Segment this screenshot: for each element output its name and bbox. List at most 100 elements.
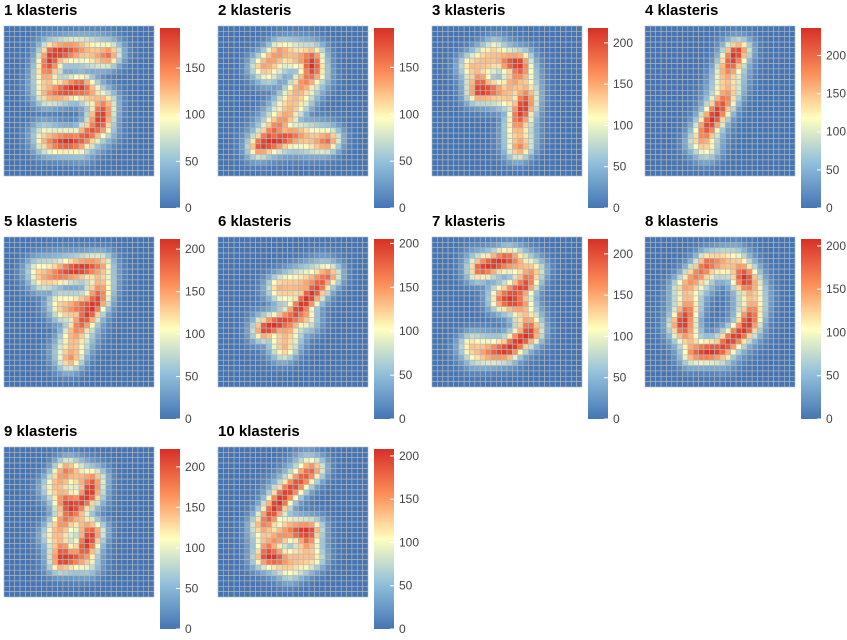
heatmap-cell — [576, 236, 583, 243]
heatmap-cell — [19, 268, 26, 275]
heatmap-cell — [271, 84, 278, 91]
heatmap-cell — [276, 349, 283, 356]
heatmap-cell — [351, 159, 358, 166]
heatmap-cell — [533, 263, 540, 270]
heatmap-cell — [105, 295, 112, 302]
heatmap-cell — [30, 322, 37, 329]
heatmap-cell — [239, 290, 246, 297]
heatmap-cell — [265, 170, 272, 177]
heatmap-cell — [517, 170, 524, 177]
heatmap-cell — [276, 306, 283, 313]
heatmap-cell — [554, 36, 561, 43]
heatmap-cell — [292, 279, 299, 286]
heatmap-cell — [565, 148, 572, 155]
heatmap-cell — [287, 84, 294, 91]
heatmap-cell — [94, 258, 101, 265]
heatmap-cell — [292, 322, 299, 329]
heatmap-cell — [767, 116, 774, 123]
heatmap-cell — [3, 25, 10, 32]
heatmap-cell — [362, 170, 369, 177]
heatmap-cell — [479, 122, 486, 129]
heatmap-cell — [116, 57, 123, 64]
heatmap-cell — [506, 63, 513, 70]
heatmap-cell — [9, 116, 16, 123]
heatmap-cell — [228, 311, 235, 318]
heatmap-cell — [330, 41, 337, 48]
heatmap-cell — [89, 170, 96, 177]
heatmap-cell — [46, 116, 53, 123]
heatmap-cell — [560, 268, 567, 275]
heatmap-cell — [84, 322, 91, 329]
heatmap-cell — [46, 242, 53, 249]
heatmap-cell — [260, 365, 267, 372]
heatmap-cell — [335, 338, 342, 345]
heatmap-cell — [655, 122, 662, 129]
heatmap-cell — [3, 116, 10, 123]
heatmap-cell — [121, 375, 128, 382]
heatmap-cell — [474, 252, 481, 259]
heatmap-cell — [719, 73, 726, 80]
heatmap-cell — [116, 381, 123, 388]
heatmap-cell — [324, 365, 331, 372]
heatmap-cell — [308, 327, 315, 334]
heatmap-cell — [14, 236, 21, 243]
heatmap-cell — [217, 268, 224, 275]
heatmap-cell — [554, 247, 561, 254]
heatmap-cell — [682, 89, 689, 96]
heatmap-cell — [501, 148, 508, 155]
heatmap-cell — [442, 116, 449, 123]
heatmap-cell — [512, 52, 519, 59]
heatmap-cell — [105, 100, 112, 107]
heatmap-cell — [46, 263, 53, 270]
heatmap-cell — [362, 290, 369, 297]
heatmap-cell — [30, 263, 37, 270]
heatmap-cell — [78, 295, 85, 302]
heatmap-cell — [682, 116, 689, 123]
heatmap-cell — [565, 170, 572, 177]
heatmap-cell — [719, 164, 726, 171]
heatmap-cell — [479, 247, 486, 254]
heatmap-cell — [25, 268, 32, 275]
heatmap-cell — [265, 25, 272, 32]
heatmap-cell — [265, 31, 272, 38]
heatmap-cell — [495, 31, 502, 38]
heatmap-cell — [110, 306, 117, 313]
heatmap-cell — [346, 148, 353, 155]
heatmap-cell — [501, 138, 508, 145]
heatmap-cell — [356, 365, 363, 372]
heatmap-cell — [692, 111, 699, 118]
heatmap-cell — [249, 359, 256, 366]
heatmap-cell — [346, 252, 353, 259]
heatmap-cell — [233, 247, 240, 254]
heatmap-cell — [356, 263, 363, 270]
heatmap-cell — [239, 116, 246, 123]
heatmap-cell — [698, 116, 705, 123]
heatmap-cell — [132, 333, 139, 340]
heatmap-cell — [14, 73, 21, 80]
heatmap-cell — [78, 359, 85, 366]
heatmap-cell — [725, 79, 732, 86]
heatmap-cell — [84, 84, 91, 91]
heatmap-cell — [517, 25, 524, 32]
heatmap-cell — [3, 73, 10, 80]
heatmap-cell — [570, 106, 577, 113]
heatmap-cell — [14, 36, 21, 43]
heatmap-cell — [469, 111, 476, 118]
heatmap-cell — [73, 116, 80, 123]
heatmap-cell — [287, 258, 294, 265]
heatmap-cell — [30, 359, 37, 366]
heatmap-cell — [78, 138, 85, 145]
heatmap-cell — [100, 68, 107, 75]
heatmap-cell — [121, 127, 128, 134]
heatmap-cell — [51, 25, 58, 32]
heatmap-cell — [676, 100, 683, 107]
heatmap-cell — [25, 170, 32, 177]
heatmap-cell — [644, 138, 651, 145]
heatmap-cell — [485, 154, 492, 161]
heatmap-cell — [9, 263, 16, 270]
heatmap-cell — [244, 47, 251, 54]
heatmap-cell — [276, 242, 283, 249]
heatmap-cell — [116, 295, 123, 302]
heatmap-cell — [137, 52, 144, 59]
heatmap-cell — [751, 73, 758, 80]
